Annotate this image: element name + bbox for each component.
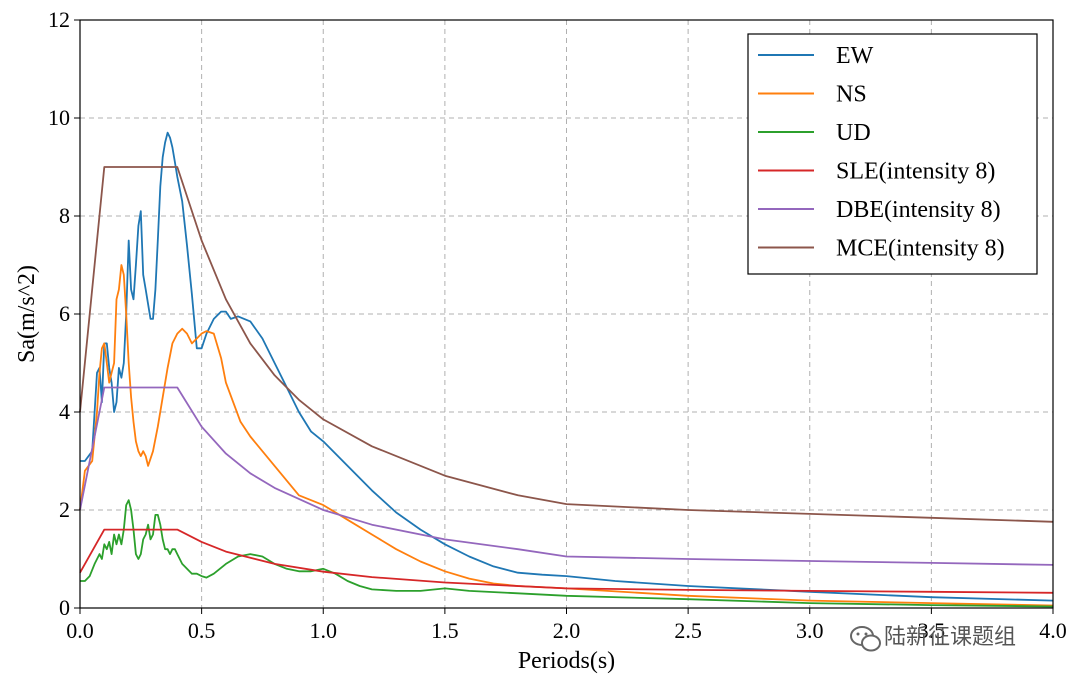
- x-tick-label: 1.0: [310, 618, 338, 643]
- x-tick-label: 3.5: [918, 618, 946, 643]
- series-line-0: [80, 131, 1054, 602]
- legend-label: SLE(intensity 8): [836, 159, 995, 185]
- x-axis-label: Periods(s): [518, 648, 615, 674]
- legend-label: EW: [836, 43, 874, 69]
- series-line-3: [79, 528, 1054, 594]
- watermark: 陆新征课题组: [850, 625, 1016, 652]
- legend-label: NS: [836, 82, 867, 108]
- x-tick-label: 2.0: [553, 618, 581, 643]
- wechat-icon: [850, 626, 881, 652]
- legend-box: [747, 33, 1038, 275]
- legend: EW NS UD SLE(intensity 8) DBE(intensity 8) MC…: [747, 33, 1038, 275]
- y-tick-label: 0: [59, 595, 70, 620]
- legend-label: MCE(intensity 8): [836, 236, 1005, 262]
- axis-ticks: 0.0 0.5 1.0 1.5 2.0 2.5 3.0 3.5 4.0 0 2 4 6 8 10 12: [48, 7, 1067, 643]
- y-tick-label: 6: [59, 301, 70, 326]
- x-tick-label: 2.5: [674, 618, 702, 643]
- y-tick-label: 10: [48, 105, 70, 130]
- watermark-text: 陆新征课题组: [884, 625, 1016, 650]
- y-axis-label: Sa(m/s^2): [14, 265, 40, 363]
- y-tick-label: 12: [48, 7, 70, 32]
- x-tick-label: 0.0: [66, 618, 94, 643]
- series-lines: [79, 131, 1054, 608]
- series-line-4: [79, 386, 1054, 566]
- legend-label: DBE(intensity 8): [836, 197, 1001, 223]
- y-tick-label: 2: [59, 497, 70, 522]
- series-line-2: [80, 499, 1054, 608]
- x-tick-label: 0.5: [188, 618, 216, 643]
- y-tick-label: 8: [59, 203, 70, 228]
- x-tick-label: 4.0: [1039, 618, 1067, 643]
- x-tick-label: 3.0: [796, 618, 824, 643]
- x-tick-label: 1.5: [431, 618, 459, 643]
- series-line-5: [79, 166, 1054, 523]
- y-tick-label: 4: [59, 399, 70, 424]
- legend-label: UD: [836, 120, 871, 146]
- series-line-1: [79, 264, 1054, 607]
